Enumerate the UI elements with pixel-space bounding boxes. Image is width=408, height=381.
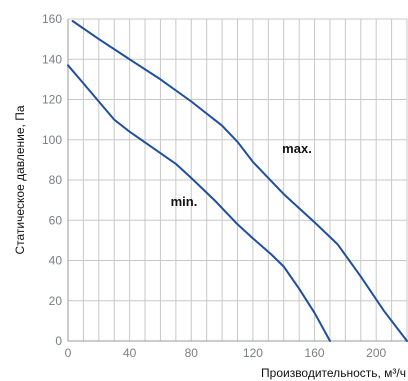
x-tick-label: 0 [65, 346, 72, 360]
y-tick-label: 40 [49, 254, 63, 268]
x-tick-label: 120 [243, 346, 263, 360]
y-tick-label: 160 [42, 12, 62, 26]
y-tick-label: 80 [49, 173, 63, 187]
y-axis-title: Статическое давление, Па [13, 105, 27, 254]
y-tick-label: 20 [49, 294, 63, 308]
y-tick-label: 100 [42, 133, 62, 147]
y-tick-label: 140 [42, 52, 62, 66]
tick-labels: 0 40 80 120 160 200 0 20 40 60 80 100 120 140 160 [42, 12, 387, 360]
x-axis-title: Производительность, м³/ч [261, 366, 406, 380]
series-line-max [71, 20, 408, 342]
x-tick-label: 80 [185, 346, 199, 360]
series-lines [67, 20, 408, 342]
axes [67, 19, 407, 342]
x-tick-label: 200 [366, 346, 386, 360]
y-tick-label: 120 [42, 93, 62, 107]
y-tick-label: 60 [49, 213, 63, 227]
series-labels: max. min. [171, 141, 312, 209]
series-label-max: max. [282, 141, 312, 156]
series-line-min [67, 64, 331, 342]
y-tick-label: 0 [55, 334, 62, 348]
series-label-min: min. [171, 194, 198, 209]
grid [68, 18, 408, 341]
x-tick-label: 40 [123, 346, 137, 360]
x-tick-label: 160 [305, 346, 325, 360]
